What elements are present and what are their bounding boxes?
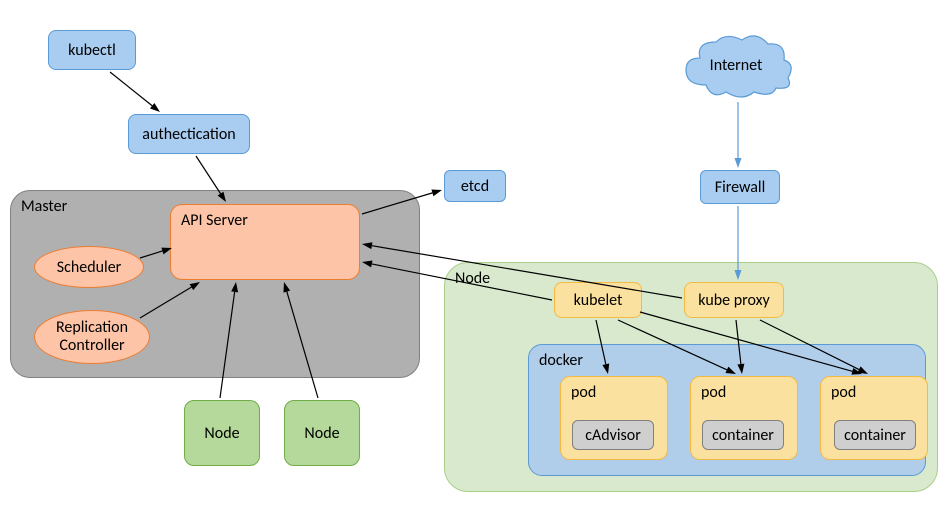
- firewall-box: Firewall: [700, 170, 780, 204]
- rc-ellipse: Replication Controller: [34, 310, 150, 364]
- node2-label: Node: [304, 424, 339, 443]
- pod2-label: pod: [701, 383, 726, 402]
- pod1-label: pod: [571, 383, 596, 402]
- internet-label: Internet: [676, 30, 796, 100]
- kubectl-box: kubectl: [48, 30, 136, 70]
- kubectl-label: kubectl: [68, 41, 116, 60]
- node1-box: Node: [184, 400, 260, 466]
- node-panel-label: Node: [455, 269, 490, 288]
- node2-box: Node: [284, 400, 360, 466]
- container2-box: container: [702, 420, 784, 450]
- cadvisor-box: cAdvisor: [572, 420, 654, 450]
- internet-cloud: Internet: [676, 30, 796, 100]
- api-server-box: API Server: [170, 204, 360, 280]
- node1-label: Node: [204, 424, 239, 443]
- etcd-label: etcd: [461, 177, 489, 196]
- kubelet-box: kubelet: [554, 282, 642, 318]
- etcd-box: etcd: [444, 170, 506, 202]
- cadvisor-label: cAdvisor: [585, 426, 641, 445]
- container2-label: container: [712, 426, 774, 445]
- container3-box: container: [834, 420, 916, 450]
- auth-box: authectication: [128, 114, 250, 154]
- pod3-label: pod: [831, 383, 856, 402]
- rc-label: Replication Controller: [56, 319, 128, 354]
- auth-label: authectication: [142, 125, 235, 144]
- scheduler-ellipse: Scheduler: [34, 246, 144, 288]
- scheduler-label: Scheduler: [57, 258, 122, 277]
- docker-label: docker: [539, 351, 583, 370]
- kubelet-label: kubelet: [574, 291, 623, 310]
- kubeproxy-label: kube proxy: [698, 291, 769, 310]
- firewall-label: Firewall: [715, 178, 766, 197]
- api-label: API Server: [181, 211, 248, 230]
- master-label: Master: [21, 197, 67, 216]
- kubeproxy-box: kube proxy: [684, 282, 784, 318]
- container3-label: container: [844, 426, 906, 445]
